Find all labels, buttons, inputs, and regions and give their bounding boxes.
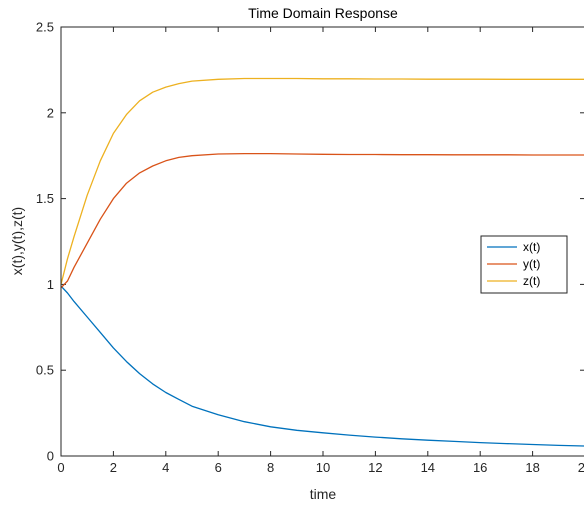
y-tick-label: 0.5 xyxy=(36,363,54,378)
legend: x(t) y(t) z(t) xyxy=(480,235,568,294)
y-axis-label: x(t),y(t),z(t) xyxy=(9,207,25,275)
series-layer xyxy=(60,77,584,447)
x-tick-label: 12 xyxy=(368,460,382,475)
chart-title: Time Domain Response xyxy=(248,5,398,21)
legend-label: y(t) xyxy=(523,257,540,271)
x-tick-label: 2 xyxy=(110,460,117,475)
axis-ticks: 0 2 4 6 8 10 12 14 16 18 20 0 0.5 1 1.5 2 2.5 xyxy=(36,20,584,475)
legend-label: z(t) xyxy=(523,274,540,288)
y-tick-label: 0 xyxy=(47,449,54,464)
y-tick-label: 1.5 xyxy=(36,191,54,206)
x-tick-label: 14 xyxy=(421,460,435,475)
plot-frame xyxy=(60,26,584,457)
x-tick-label: 20 xyxy=(578,460,584,475)
y-tick-label: 1 xyxy=(47,277,54,292)
legend-label: x(t) xyxy=(523,240,540,254)
series-line-2 xyxy=(60,152,584,289)
x-tick-label: 10 xyxy=(316,460,330,475)
x-tick-label: 4 xyxy=(162,460,169,475)
x-tick-label: 16 xyxy=(473,460,487,475)
x-axis-label: time xyxy=(310,486,337,502)
y-tick-label: 2.5 xyxy=(36,20,54,35)
x-tick-label: 0 xyxy=(57,460,64,475)
series-line-1 xyxy=(60,285,584,447)
series-line-3 xyxy=(60,77,584,285)
y-tick-label: 2 xyxy=(47,105,54,120)
x-tick-label: 8 xyxy=(267,460,274,475)
x-tick-label: 18 xyxy=(525,460,539,475)
x-tick-label: 6 xyxy=(215,460,222,475)
